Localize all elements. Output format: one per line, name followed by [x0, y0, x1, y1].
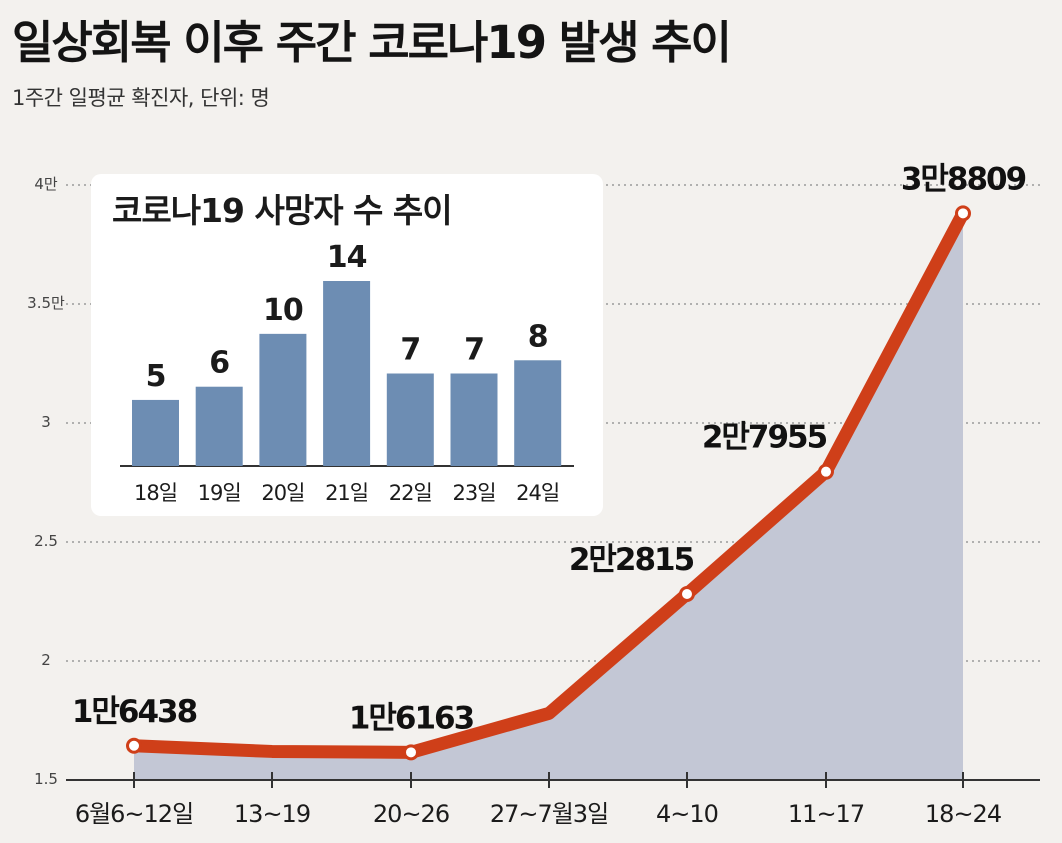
inset-bar-value: 8: [528, 319, 548, 354]
inset-bar-value: 14: [327, 240, 367, 275]
y-tick-label: 2: [41, 651, 51, 669]
y-tick-label: 1.5: [34, 770, 58, 788]
x-tick-label: 27~7월3일: [490, 800, 608, 828]
y-tick-label: 2.5: [34, 532, 58, 550]
inset-bar: [259, 333, 307, 466]
y-tick-label: 3.5만: [27, 294, 65, 312]
inset-bar-value: 7: [464, 333, 484, 368]
inset-bar-chart: 코로나19 사망자 수 추이 5 18일 6 19일 10 20일 14 21일 7 22일 7 23일…: [91, 174, 603, 516]
area-series: [134, 213, 963, 780]
inset-bar-category: 23일: [452, 481, 495, 505]
y-axis-labels: 4만 3.5만 3 2.5 2 1.5: [27, 175, 65, 788]
inset-bar-category: 18일: [134, 481, 177, 505]
inset-bar: [386, 373, 434, 466]
inset-bar: [514, 360, 562, 466]
chart-subtitle: 1주간 일평균 확진자, 단위: 명: [12, 86, 270, 110]
inset-bar-category: 21일: [325, 481, 368, 505]
inset-bar: [195, 386, 243, 466]
inset-bar-category: 24일: [516, 481, 559, 505]
inset-title: 코로나19 사망자 수 추이: [112, 191, 452, 230]
inset-bar-value: 7: [400, 333, 420, 368]
y-tick-label: 4만: [34, 175, 58, 193]
data-label: 1만6163: [349, 700, 474, 736]
data-labels: 1만6438 1만6163 2만2815 2만7955 3만8809: [72, 161, 1028, 736]
data-point: [679, 586, 695, 603]
data-point: [818, 463, 834, 480]
inset-bar-value: 10: [263, 293, 303, 328]
inset-bar-category: 19일: [198, 481, 241, 505]
data-point: [403, 744, 419, 761]
y-tick-label: 3: [41, 413, 51, 431]
x-tick-label: 18~24: [925, 800, 1001, 828]
data-point: [126, 737, 142, 754]
x-tick-label: 20~26: [373, 800, 449, 828]
data-points: [126, 205, 971, 761]
inset-bar: [450, 373, 498, 466]
x-tick-label: 4~10: [656, 800, 718, 828]
x-tick-label: 6월6~12일: [75, 800, 193, 828]
inset-bar-value: 5: [146, 359, 166, 394]
inset-bar: [132, 399, 179, 466]
inset-bar-value: 6: [209, 346, 229, 381]
x-tick-label: 11~17: [788, 800, 864, 828]
inset-bar-category: 22일: [389, 481, 432, 505]
data-label: 1만6438: [72, 694, 197, 730]
chart-title: 일상회복 이후 주간 코로나19 발생 추이: [12, 16, 732, 69]
data-label: 2만7955: [702, 420, 827, 456]
area-fill: [134, 213, 963, 780]
data-point: [955, 205, 971, 222]
x-tick-label: 13~19: [234, 800, 310, 828]
data-label: 3만8809: [901, 161, 1026, 197]
inset-bar: [323, 281, 371, 466]
x-axis: 6월6~12일 13~19 20~26 27~7월3일 4~10 11~17 18~24: [66, 772, 1040, 828]
data-label: 2만2815: [569, 542, 694, 578]
inset-bar-category: 20일: [261, 481, 304, 505]
